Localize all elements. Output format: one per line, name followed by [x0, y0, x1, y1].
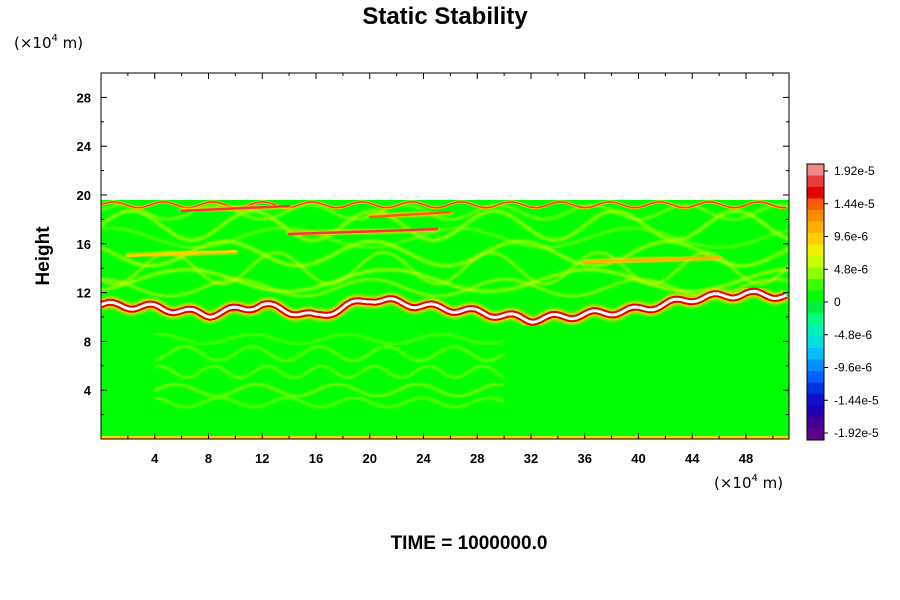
colorbar-swatch — [807, 417, 824, 429]
y-tick-label: 28 — [77, 90, 91, 105]
x-tick-label: 16 — [309, 451, 323, 466]
colorbar-label: 1.44e-5 — [834, 197, 875, 211]
y-unit-prefix: (×10 — [14, 34, 52, 52]
colorbar-swatch — [807, 371, 824, 383]
colorbar-swatch — [807, 428, 824, 441]
y-tick-label: 16 — [77, 237, 91, 252]
upper-streak — [101, 278, 789, 298]
colorbar-label: 4.8e-6 — [834, 262, 868, 276]
colorbar-label: -1.92e-5 — [834, 426, 879, 440]
upper-streak-core — [368, 210, 452, 219]
colorbar-label: -1.44e-5 — [834, 393, 879, 407]
colorbar-swatch — [807, 302, 824, 314]
colorbar-swatch — [807, 187, 824, 199]
colorbar-swatch — [807, 290, 824, 303]
plot-frame — [100, 72, 790, 440]
colorbar-swatch — [807, 359, 824, 372]
colorbar-swatch — [807, 336, 824, 349]
colorbar-label: -4.8e-6 — [834, 328, 872, 342]
upper-streak-core — [126, 249, 237, 258]
upper-streak — [101, 226, 789, 249]
y-axis-label: Height — [33, 226, 54, 286]
x-tick-label: 48 — [739, 451, 753, 466]
x-unit-label: (×104 m) — [714, 473, 783, 492]
colorbar-label: 0 — [834, 295, 841, 309]
colorbar-swatch — [807, 267, 824, 280]
colorbar: 1.92e-5 1.44e-5 9.6e-6 4.8e-6 0 -4.8e-6 -9.6e-… — [806, 163, 879, 441]
x-tick-label: 20 — [363, 451, 377, 466]
y-tick-label: 20 — [77, 188, 91, 203]
y-tick-label: 24 — [77, 139, 92, 154]
colorbar-swatch — [807, 279, 824, 291]
colorbar-swatch — [807, 382, 824, 395]
surface-layer — [101, 436, 789, 439]
colorbar-swatch — [807, 256, 824, 268]
colorbar-swatch — [807, 233, 824, 245]
colorbar-swatch — [807, 164, 824, 176]
upper-streak — [101, 239, 789, 268]
y-tick-label: 4 — [84, 383, 92, 398]
colorbar-swatch — [807, 325, 824, 337]
upper-streak-core — [583, 255, 721, 264]
x-tick-label: 12 — [255, 451, 269, 466]
y-unit-exponent: 4 — [52, 33, 58, 44]
x-tick-label: 32 — [524, 451, 538, 466]
y-tick-label: 12 — [77, 286, 91, 301]
y-tick-label: 8 — [84, 334, 91, 349]
chart-title: Static Stability — [362, 3, 528, 30]
colorbar-swatch — [807, 244, 824, 257]
colorbar-label: 9.6e-6 — [834, 230, 868, 244]
lower-wave — [154, 345, 505, 362]
x-unit-suffix: m) — [758, 474, 783, 492]
lower-wave — [154, 333, 505, 345]
x-tick-label: 40 — [631, 451, 645, 466]
upper-streak-core — [287, 227, 439, 236]
top-inversion-core — [101, 200, 787, 209]
x-tick-label: 4 — [151, 451, 159, 466]
upper-streak-core — [180, 204, 291, 213]
x-tick-label: 28 — [470, 451, 484, 466]
lower-wave — [154, 383, 505, 398]
time-label: TIME = 1000000.0 — [391, 533, 548, 554]
upper-streak — [101, 209, 789, 242]
x-tick-label: 44 — [685, 451, 700, 466]
x-tick-label: 36 — [578, 451, 592, 466]
y-unit-suffix: m) — [58, 34, 83, 52]
colorbar-swatch — [807, 210, 824, 222]
x-unit-prefix: (×10 — [714, 474, 752, 492]
colorbar-swatch — [807, 198, 824, 211]
colorbar-label: 1.92e-5 — [834, 164, 875, 178]
lower-wave — [154, 396, 505, 409]
lower-wave — [154, 364, 505, 380]
colorbar-swatch — [807, 221, 824, 234]
upper-streak — [101, 267, 789, 293]
plot-area — [101, 73, 789, 439]
colorbar-swatch — [807, 348, 824, 360]
y-unit-label: (×104 m) — [14, 33, 83, 52]
stability-field — [101, 199, 789, 439]
colorbar-swatch — [807, 175, 824, 188]
x-tick-label: 24 — [416, 451, 431, 466]
x-tick-label: 8 — [205, 451, 212, 466]
colorbar-swatch — [807, 405, 824, 418]
tropopause-core — [101, 289, 787, 324]
colorbar-label: -9.6e-6 — [834, 361, 872, 375]
colorbar-swatch — [807, 313, 824, 326]
colorbar-swatch — [807, 394, 824, 406]
x-unit-exponent: 4 — [752, 473, 758, 484]
